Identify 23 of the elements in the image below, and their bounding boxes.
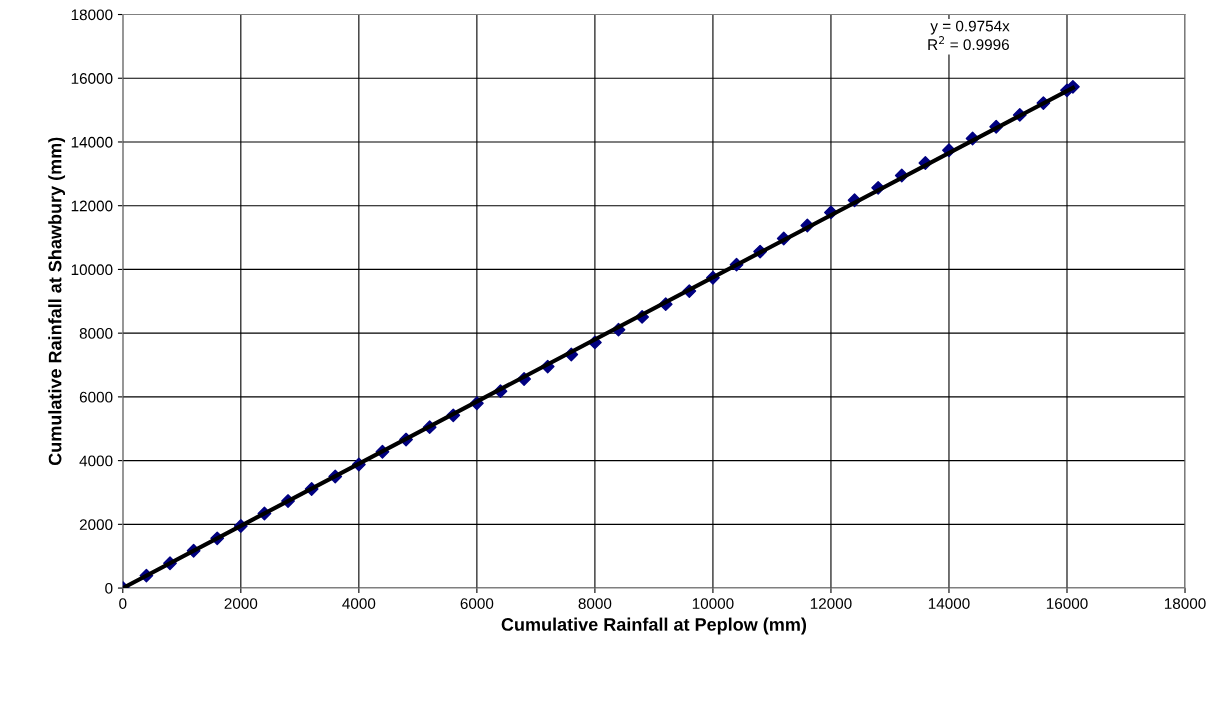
x-tick-label: 6000 [460, 598, 494, 609]
y-tick-label: 2000 [79, 519, 113, 531]
x-tick-label: 2000 [224, 598, 258, 609]
y-tick-label: 12000 [71, 200, 113, 212]
x-tick-label: 0 [119, 598, 127, 609]
y-tick-label: 18000 [71, 9, 113, 21]
y-tick-label: 10000 [71, 264, 113, 276]
y-tick-label: 4000 [79, 455, 113, 467]
y-tick-label: 14000 [71, 136, 113, 148]
x-tick-label: 16000 [1046, 598, 1088, 609]
y-tick-label: 16000 [71, 73, 113, 84]
annotation: y = 0.9754x R$^{2}$ = 0.9996 [928, 20, 1010, 51]
x-tick-label: 8000 [578, 598, 612, 609]
y-tick-label: 0 [105, 582, 113, 594]
x-axis-title: Cumulative Rainfall at Peplow (mm) [501, 617, 807, 635]
y-tick-label: 6000 [79, 391, 113, 403]
x-tick-label: 4000 [342, 598, 376, 609]
x-tick-label: 10000 [692, 598, 734, 609]
x-tick-label: 14000 [928, 598, 970, 609]
y-axis-title: Cumulative Rainfall at Shawbury (mm) [48, 137, 66, 466]
y-tick-label: 8000 [79, 328, 113, 339]
x-tick-label: 18000 [1164, 598, 1206, 609]
x-tick-label: 12000 [810, 598, 852, 609]
